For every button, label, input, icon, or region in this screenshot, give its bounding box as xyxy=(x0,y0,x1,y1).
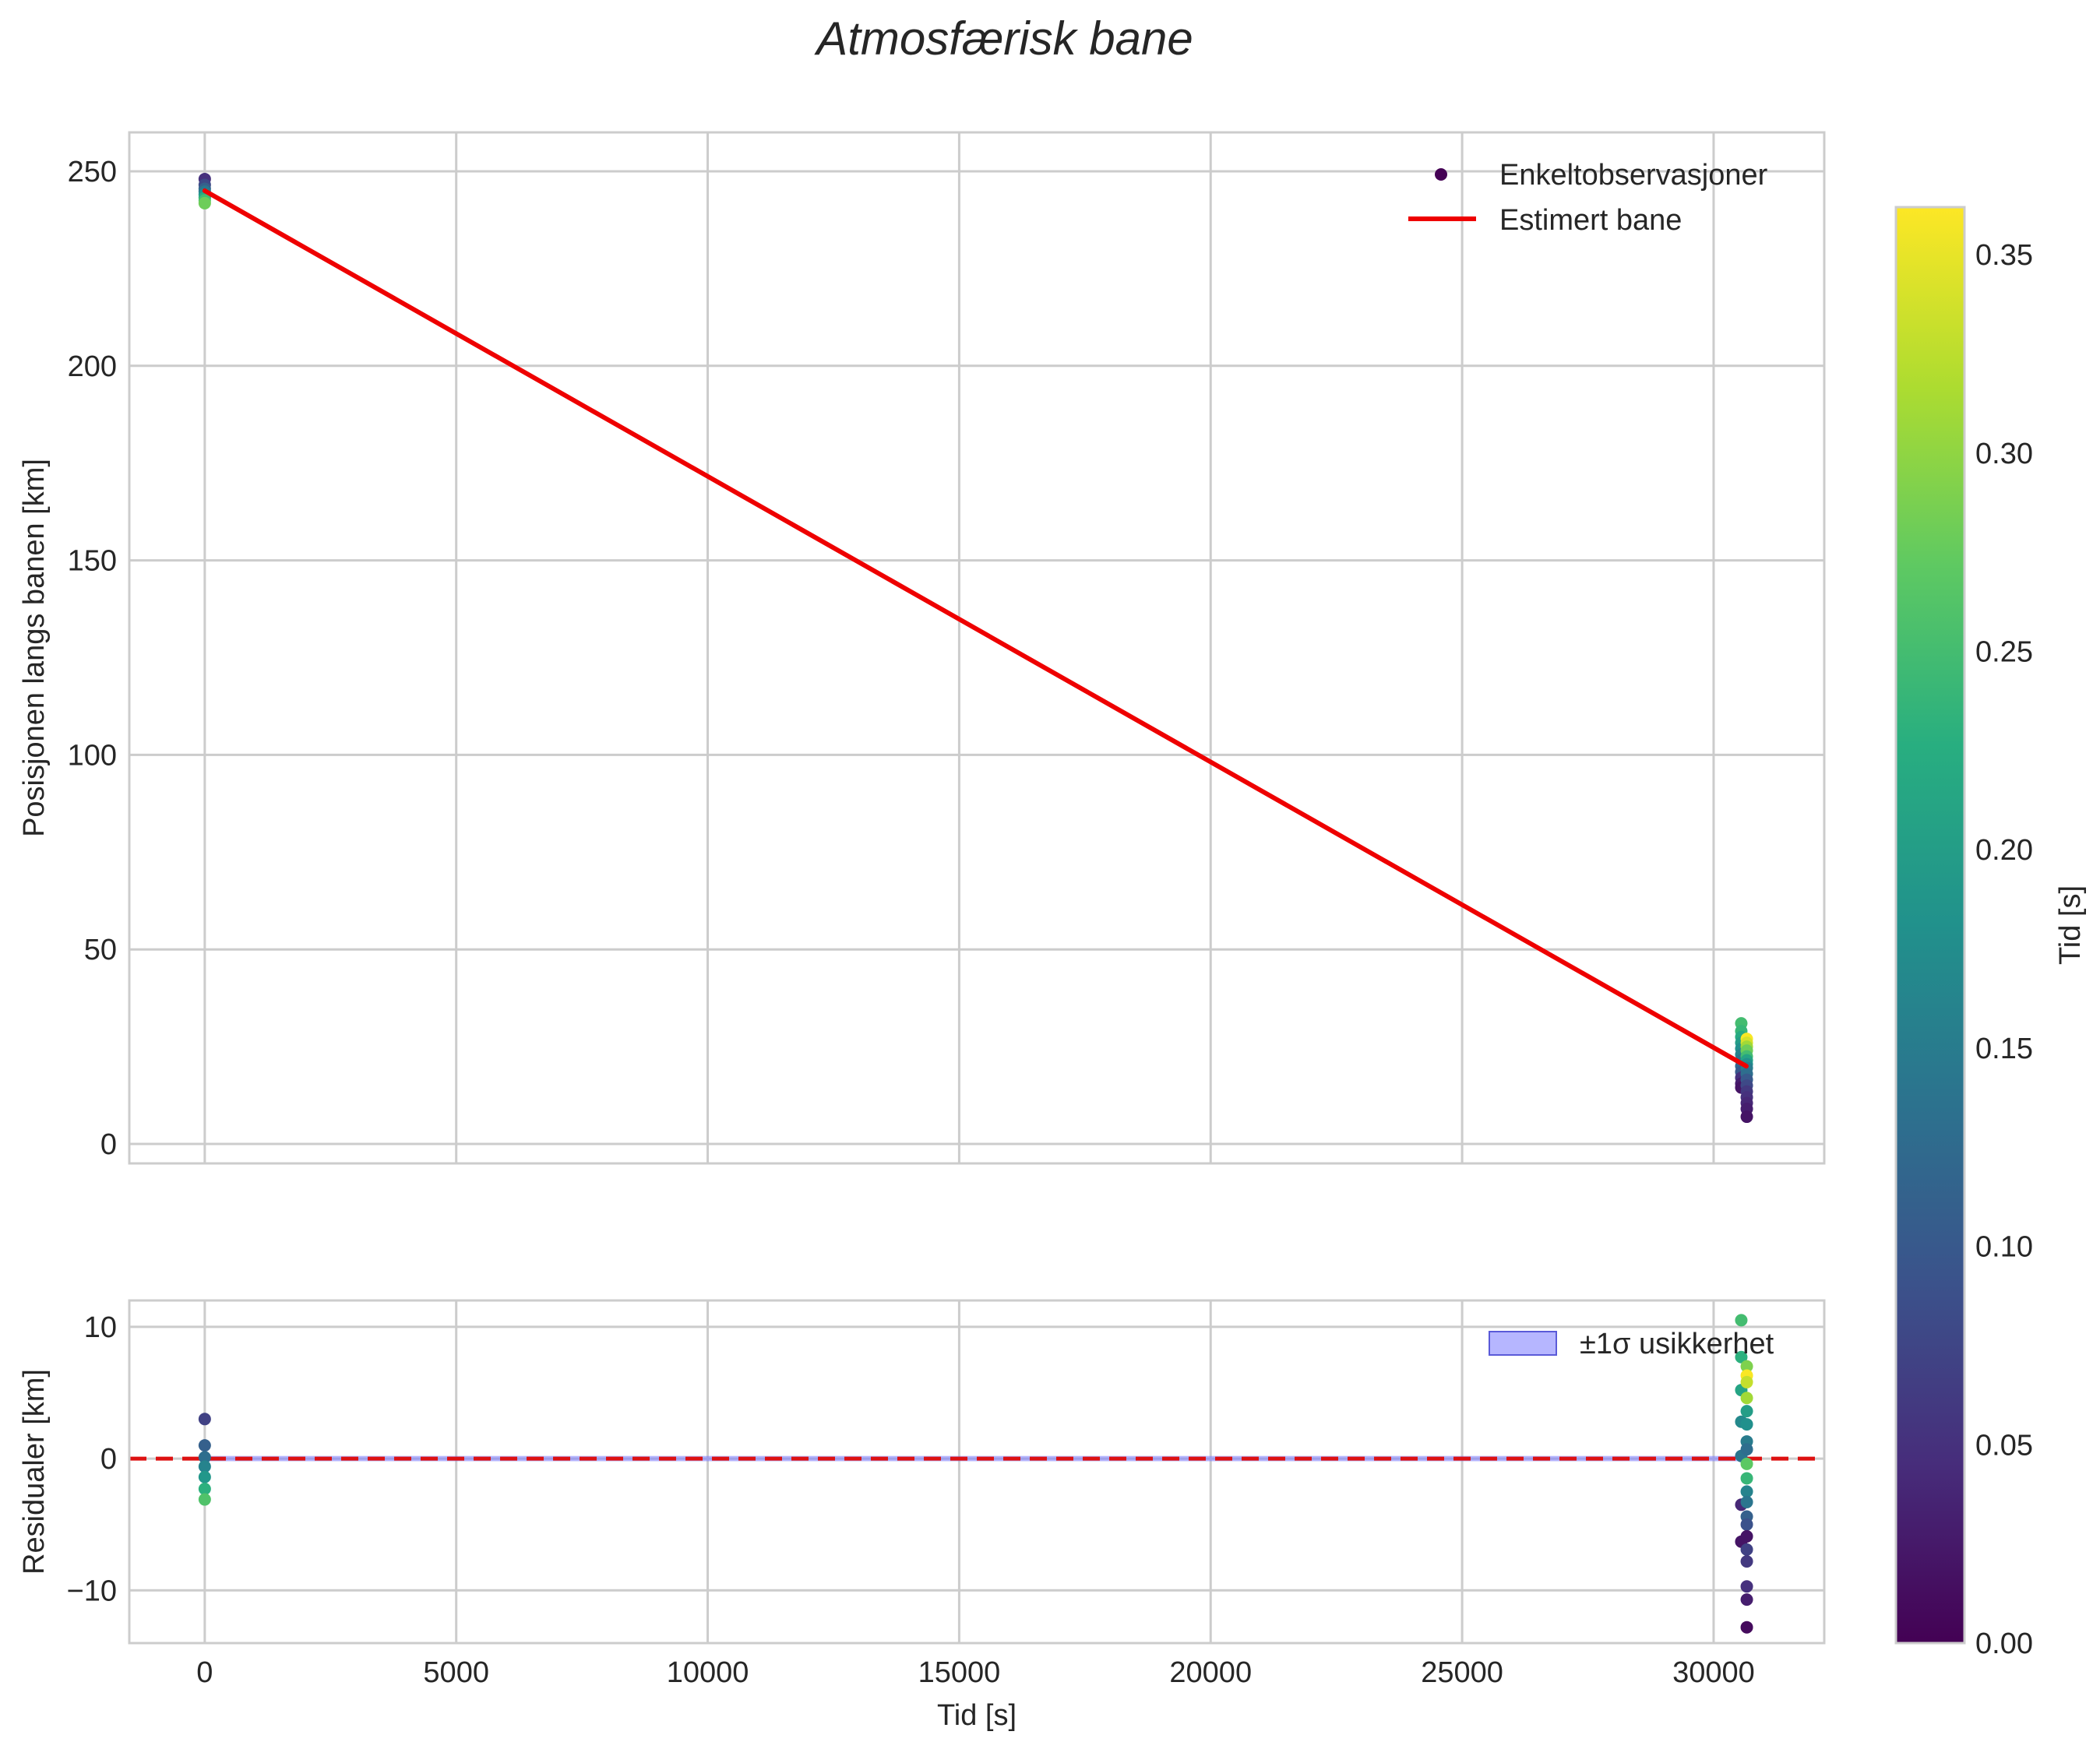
residual-point xyxy=(1740,1392,1753,1405)
top-y-tick-label: 0 xyxy=(100,1128,117,1161)
residual-point xyxy=(198,1451,211,1464)
x-tick-label: 25000 xyxy=(1421,1656,1503,1689)
bottom-legend: ±1σ usikkerhet xyxy=(1489,1328,1774,1360)
x-tick-label: 30000 xyxy=(1672,1656,1755,1689)
x-tick-label: 10000 xyxy=(667,1656,749,1689)
colorbar-tick-labels: 0.00 0.05 0.10 0.15 0.20 0.25 0.30 0.35 xyxy=(1975,239,2033,1660)
residual-point xyxy=(1740,1418,1753,1431)
legend-scatter-label: Enkeltobservasjoner xyxy=(1499,159,1768,192)
residual-point xyxy=(1740,1360,1753,1373)
residual-points xyxy=(198,1314,1753,1634)
residual-point xyxy=(1735,1350,1748,1364)
top-y-tick-label: 150 xyxy=(68,545,117,578)
residual-point xyxy=(198,1460,211,1473)
legend-band-marker xyxy=(1489,1331,1557,1356)
legend-scatter-marker xyxy=(1435,168,1447,181)
bottom-y-tick-label: −10 xyxy=(67,1575,117,1607)
residual-point xyxy=(1740,1405,1753,1418)
residual-point xyxy=(198,1439,211,1452)
residual-point xyxy=(198,1483,211,1495)
observation-point xyxy=(198,196,211,209)
fit-line xyxy=(202,188,1749,1069)
top-axes: 0 50 100 150 200 250 Posisjonen langs banen [… xyxy=(18,131,1826,1165)
top-y-tick-label: 250 xyxy=(68,156,117,188)
residual-point xyxy=(1740,1485,1753,1498)
top-y-axis-label: Posisjonen langs banen [km] xyxy=(18,459,51,837)
residual-point xyxy=(1740,1555,1753,1568)
residual-point xyxy=(1740,1580,1753,1593)
residual-point xyxy=(1740,1443,1753,1456)
residual-point xyxy=(1740,1529,1753,1543)
chart-title: Atmosfærisk bane xyxy=(814,12,1193,65)
colorbar: 0.00 0.05 0.10 0.15 0.20 0.25 0.30 0.35 Tid [s] xyxy=(1894,206,2087,1660)
colorbar-tick-label: 0.15 xyxy=(1975,1033,2033,1065)
bottom-axes: −10 0 10 0 5000 10000 15000 20000 25000 30000 Re… xyxy=(18,1299,1826,1732)
residual-point xyxy=(198,1413,211,1426)
x-tick-label: 20000 xyxy=(1169,1656,1252,1689)
bottom-axes-frame xyxy=(128,1299,1826,1645)
residual-point xyxy=(1740,1621,1753,1634)
colorbar-tick-label: 0.00 xyxy=(1975,1628,2033,1660)
residual-point xyxy=(198,1493,211,1506)
observation-points xyxy=(198,172,1753,1124)
colorbar-tick-label: 0.10 xyxy=(1975,1231,2033,1264)
bottom-y-tick-label: 0 xyxy=(100,1443,117,1476)
bottom-y-axis-label: Residualer [km] xyxy=(18,1369,51,1575)
top-grid xyxy=(129,132,1824,1163)
colorbar-label: Tid [s] xyxy=(2054,885,2087,965)
residual-point xyxy=(1740,1375,1753,1388)
bottom-y-tick-labels: −10 0 10 xyxy=(67,1311,117,1607)
residual-point xyxy=(1740,1472,1753,1485)
colorbar-tick-label: 0.35 xyxy=(1975,239,2033,272)
colorbar-tick-label: 0.20 xyxy=(1975,834,2033,867)
bottom-grid xyxy=(129,1300,1824,1643)
top-axes-frame xyxy=(128,131,1826,1165)
x-axis-label: Tid [s] xyxy=(937,1699,1017,1732)
top-y-tick-label: 100 xyxy=(68,739,117,772)
colorbar-tick-label: 0.30 xyxy=(1975,438,2033,470)
colorbar-gradient xyxy=(1894,206,1966,1645)
residual-point xyxy=(1740,1495,1753,1508)
residual-point xyxy=(1740,1518,1753,1531)
bottom-x-tick-labels: 0 5000 10000 15000 20000 25000 30000 xyxy=(196,1656,1754,1689)
residual-point xyxy=(1735,1314,1748,1327)
bottom-y-tick-label: 10 xyxy=(84,1311,117,1344)
colorbar-tick-label: 0.25 xyxy=(1975,636,2033,669)
x-tick-label: 15000 xyxy=(918,1656,1001,1689)
top-legend: Enkeltobservasjoner Estimert bane xyxy=(1408,159,1768,237)
residual-point xyxy=(1740,1457,1753,1470)
top-y-tick-label: 50 xyxy=(84,934,117,966)
sigma-band xyxy=(204,1455,1744,1462)
x-tick-label: 0 xyxy=(196,1656,213,1689)
legend-band-label: ±1σ usikkerhet xyxy=(1580,1328,1774,1360)
legend-line-label: Estimert bane xyxy=(1499,204,1682,237)
observation-point xyxy=(1740,1110,1753,1124)
x-tick-label: 5000 xyxy=(423,1656,489,1689)
top-y-tick-label: 200 xyxy=(68,350,117,383)
residual-point xyxy=(198,1470,211,1483)
residual-point xyxy=(1740,1593,1753,1606)
colorbar-tick-label: 0.05 xyxy=(1975,1429,2033,1462)
residual-point xyxy=(1740,1543,1753,1556)
top-y-tick-labels: 0 50 100 150 200 250 xyxy=(68,156,117,1161)
